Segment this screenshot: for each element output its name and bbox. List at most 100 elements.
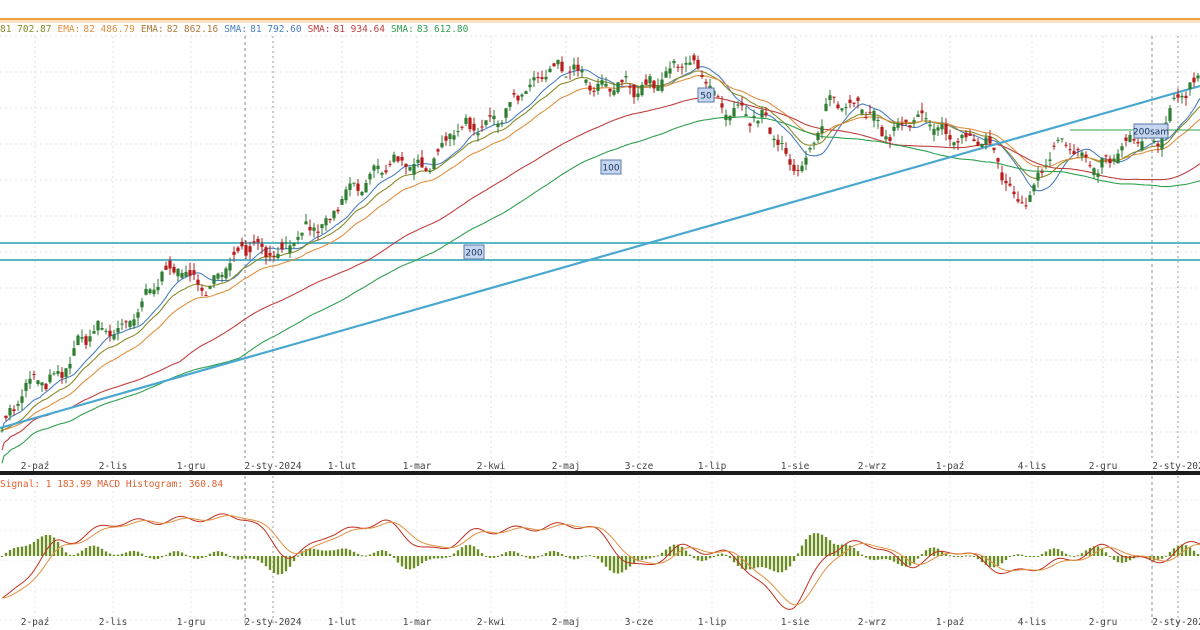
macd-histogram-bar xyxy=(816,533,820,556)
macd-histogram-bar xyxy=(1000,556,1004,564)
macd-histogram-bar xyxy=(852,547,856,556)
macd-histogram-bar xyxy=(1016,554,1020,556)
candle-down xyxy=(196,279,200,285)
candle-down xyxy=(1084,154,1088,158)
candle-up xyxy=(532,77,536,81)
macd-histogram-bar xyxy=(332,550,336,556)
macd-histogram-bar xyxy=(536,556,540,558)
candle-up xyxy=(180,272,184,278)
macd-histogram-bar xyxy=(924,550,928,556)
candle-down xyxy=(84,336,88,345)
macd-histogram-bar xyxy=(1052,548,1056,556)
candle-up xyxy=(1096,173,1100,177)
candle-down xyxy=(44,383,48,390)
macd-histogram-bar xyxy=(88,546,92,556)
candle-up xyxy=(456,131,460,133)
candle-up xyxy=(152,289,156,295)
candle-down xyxy=(468,117,472,130)
candle-up xyxy=(16,404,20,406)
candle-down xyxy=(400,156,404,161)
macd-histogram-bar xyxy=(964,555,968,557)
macd-histogram-bar xyxy=(568,556,572,559)
candle-up xyxy=(1092,168,1096,176)
macd-histogram-bar xyxy=(196,556,200,560)
macd-histogram-bar xyxy=(1072,556,1076,557)
macd-histogram-bar xyxy=(532,556,536,559)
candle-up xyxy=(212,275,216,284)
macd-histogram-bar xyxy=(4,552,8,556)
macd-histogram-bar xyxy=(824,536,828,556)
candle-up xyxy=(324,218,328,226)
candle-down xyxy=(444,136,448,141)
macd-histogram-bar xyxy=(912,556,916,563)
macd-histogram-bar xyxy=(792,556,796,562)
candle-down xyxy=(200,287,204,291)
candle-up xyxy=(504,108,508,118)
candle-up xyxy=(544,76,548,80)
macd-histogram-bar xyxy=(1184,545,1188,556)
macd-histogram-bar xyxy=(140,553,144,556)
macd-histogram-bar xyxy=(496,556,500,557)
candle-up xyxy=(20,396,24,403)
candle-down xyxy=(996,158,1000,162)
macd-histogram-bar xyxy=(944,553,948,556)
candle-down xyxy=(576,64,580,71)
candle-up xyxy=(392,154,396,162)
macd-histogram-bar xyxy=(860,554,864,556)
macd-histogram-bar xyxy=(124,552,128,556)
candle-down xyxy=(272,255,276,257)
macd-histogram-bar xyxy=(228,556,232,557)
macd-histogram-bar xyxy=(348,549,352,556)
x-tick-label: 2-wrz xyxy=(858,617,887,628)
candle-down xyxy=(540,77,544,79)
macd-histogram-bar xyxy=(52,537,56,556)
candle-down xyxy=(568,71,572,73)
candle-down xyxy=(784,148,788,154)
candle-up xyxy=(120,323,124,325)
candle-up xyxy=(928,124,932,127)
candle-up xyxy=(276,253,280,259)
candle-down xyxy=(164,265,168,270)
macd-histogram-bar xyxy=(120,553,124,556)
indicator-value: SMA: xyxy=(224,24,248,35)
candle-up xyxy=(508,102,512,107)
macd-histogram-bar xyxy=(328,550,332,556)
macd-histogram-bar xyxy=(956,556,960,557)
macd-histogram-bar xyxy=(624,556,628,570)
candle-down xyxy=(1124,137,1128,141)
macd-histogram-bar xyxy=(360,555,364,557)
macd-histogram-bar xyxy=(932,547,936,556)
macd-histogram-bar xyxy=(620,556,624,573)
macd-histogram-bar xyxy=(1180,544,1184,556)
macd-histogram-bar xyxy=(528,556,532,559)
panel-separator xyxy=(0,471,1200,475)
macd-histogram-bar xyxy=(448,556,452,557)
candle-down xyxy=(740,102,744,106)
candle-up xyxy=(68,363,72,369)
macd-histogram-bar xyxy=(716,554,720,556)
candle-down xyxy=(620,79,624,83)
candle-up xyxy=(804,157,808,165)
candle-up xyxy=(656,85,660,91)
candle-down xyxy=(4,415,8,419)
candle-up xyxy=(1128,134,1132,143)
macd-histogram-bar xyxy=(232,556,236,559)
candle-down xyxy=(232,251,236,255)
candle-down xyxy=(856,97,860,101)
candle-up xyxy=(872,110,876,121)
ma200sam-tag-box xyxy=(1133,123,1169,139)
indicator-value: 82 862.16 xyxy=(166,24,219,35)
candle-down xyxy=(976,141,980,146)
candle-down xyxy=(1000,172,1004,181)
candle-down xyxy=(908,125,912,128)
macd-histogram-bar xyxy=(680,546,684,556)
candle-down xyxy=(1012,191,1016,195)
macd-histogram-bar xyxy=(1044,551,1048,556)
candle-up xyxy=(428,170,432,172)
macd-histogram-bar xyxy=(968,555,972,557)
macd-histogram-bar xyxy=(428,556,432,560)
candle-up xyxy=(564,76,568,78)
macd-histogram-bar xyxy=(564,556,568,557)
candle-down xyxy=(848,99,852,103)
